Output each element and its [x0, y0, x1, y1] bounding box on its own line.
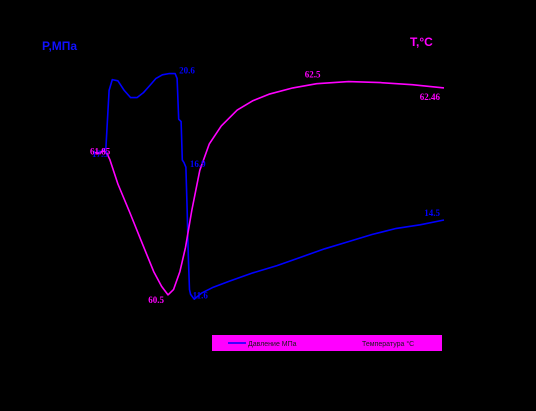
series-layer: [93, 72, 445, 300]
legend-label-pressure: Давление МПа: [248, 341, 297, 348]
data-label-pressure: 14.5: [424, 208, 440, 218]
data-label-pressure: 11.6: [193, 290, 209, 300]
right-axis-title: T,°C: [410, 35, 433, 49]
data-label-temperature: 61.85: [90, 146, 111, 156]
data-label-pressure: 20.6: [179, 66, 195, 76]
legend-box: [212, 335, 442, 351]
data-label-pressure: 17.3: [92, 149, 108, 159]
left-axis-title: P,МПа: [42, 39, 77, 53]
data-label-pressure: 16.9: [190, 159, 206, 169]
legend: Давление МПа Температура °C: [212, 335, 442, 351]
data-label-temperature: 62.5: [305, 70, 321, 80]
series-line-temperature: [93, 80, 445, 296]
series-line-pressure: [94, 72, 445, 300]
data-labels: 17.3 20.6 16.9 11.6 14.5 61.85 60.5 62.5 62.46: [90, 66, 441, 305]
legend-label-temperature: Температура °C: [362, 340, 414, 348]
data-label-temperature: 62.46: [420, 92, 441, 102]
data-label-temperature: 60.5: [148, 295, 164, 305]
